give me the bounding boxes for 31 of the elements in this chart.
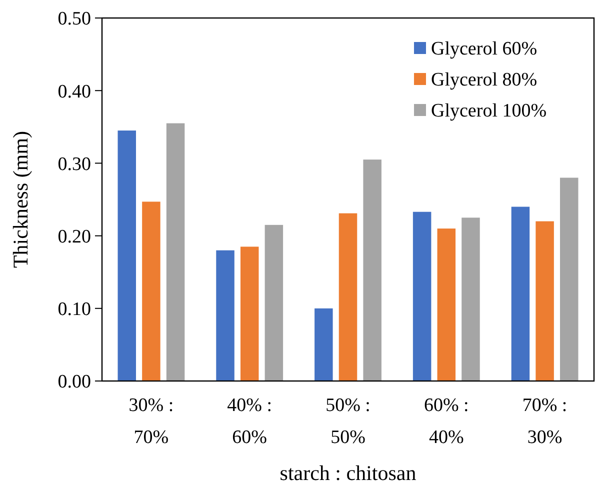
bar — [166, 123, 185, 381]
x-tick-label: 40% : 60% — [227, 395, 272, 448]
legend-label: Glycerol 60% — [431, 38, 538, 60]
bar — [264, 224, 284, 381]
legend-label: Glycerol 100% — [431, 100, 547, 122]
y-tick-label: 0.30 — [58, 154, 91, 175]
bar — [462, 218, 480, 381]
x-axis-title: starch : chitosan — [280, 461, 417, 485]
bar — [118, 130, 136, 381]
y-tick-label: 0.20 — [58, 226, 91, 248]
legend-label: Glycerol 80% — [431, 70, 538, 91]
bar — [363, 160, 382, 381]
x-tick-label: 30% : 70% — [128, 395, 174, 448]
bar — [314, 308, 333, 381]
x-tick-label: 50% : 50% — [326, 395, 370, 448]
bar — [338, 213, 358, 381]
bar — [536, 221, 554, 381]
bar — [216, 250, 234, 381]
bar — [437, 228, 456, 381]
y-tick-label: 0.10 — [58, 299, 91, 320]
x-tick-label: 70% : 30% — [522, 395, 568, 448]
bar — [240, 246, 259, 381]
x-tick-label: 60% : 40% — [424, 395, 469, 448]
bar — [511, 206, 530, 381]
y-tick-label: 0.00 — [58, 372, 91, 393]
y-tick-label: 0.40 — [58, 81, 91, 102]
y-axis-title: Thickness (mm) — [8, 130, 32, 268]
bar — [560, 178, 578, 381]
bar — [412, 212, 432, 381]
y-tick-label: 0.50 — [58, 8, 91, 30]
bar — [142, 202, 160, 381]
